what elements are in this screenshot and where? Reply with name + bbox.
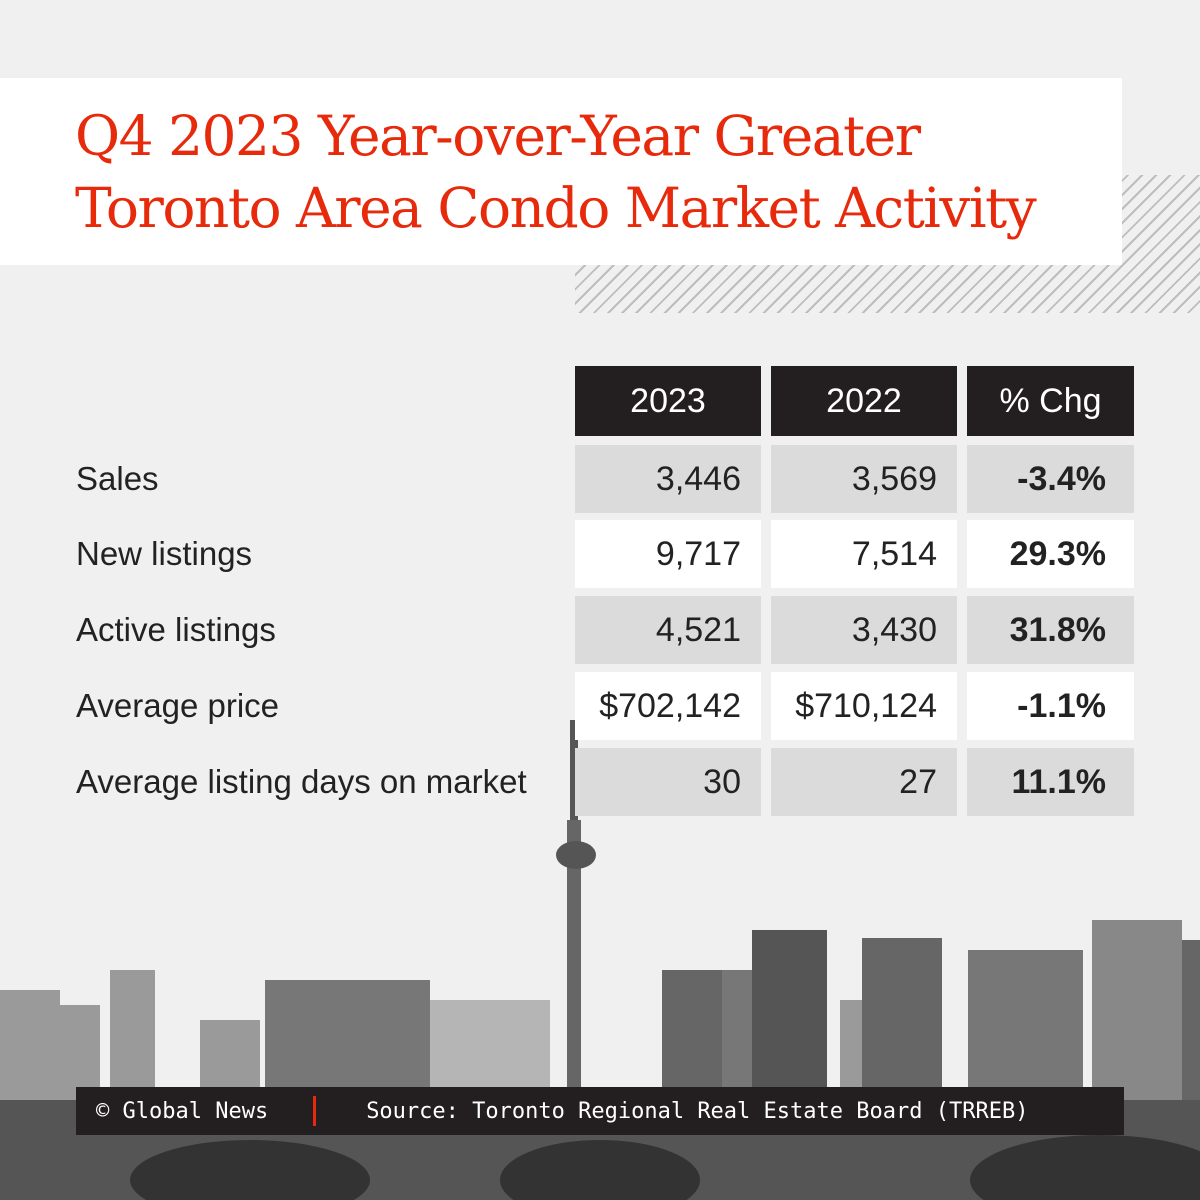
column-header-pct-change: % Chg [967, 366, 1134, 436]
table-cell: -1.1% [967, 672, 1134, 740]
table-cell: 30 [575, 748, 761, 816]
title-line-2: Toronto Area Condo Market Activity [75, 176, 1037, 240]
title-line-1: Q4 2023 Year-over-Year Greater [75, 104, 921, 168]
table-cell: 9,717 [575, 520, 761, 588]
table-cell: $702,142 [575, 672, 761, 740]
source-text: Source: Toronto Regional Real Estate Boa… [366, 1098, 1029, 1124]
table-cell: 3,430 [771, 596, 957, 664]
column-header-2023: 2023 [575, 366, 761, 436]
table-cell: 27 [771, 748, 957, 816]
table-cell: 29.3% [967, 520, 1134, 588]
table-cell: -3.4% [967, 445, 1134, 513]
row-label: Average price [76, 687, 280, 724]
footer-bar: © Global News Source: Toronto Regional R… [76, 1087, 1124, 1135]
table-cell: 3,446 [575, 445, 761, 513]
table-cell: 3,569 [771, 445, 957, 513]
table-cell: 31.8% [967, 596, 1134, 664]
row-label: Active listings [76, 611, 276, 648]
row-label: Sales [76, 460, 159, 497]
table-cell: 11.1% [967, 748, 1134, 816]
footer-separator [313, 1096, 317, 1126]
title-box [0, 78, 1122, 265]
row-label: New listings [76, 535, 253, 572]
column-header-2022: 2022 [771, 366, 957, 436]
table-cell: $710,124 [771, 672, 957, 740]
row-label: Average listing days on market [76, 763, 527, 800]
credit-text: © Global News [96, 1098, 269, 1124]
table-cell: 4,521 [575, 596, 761, 664]
page-title: Q4 2023 Year-over-Year Greater Toronto A… [75, 100, 1037, 244]
table-cell: 7,514 [771, 520, 957, 588]
